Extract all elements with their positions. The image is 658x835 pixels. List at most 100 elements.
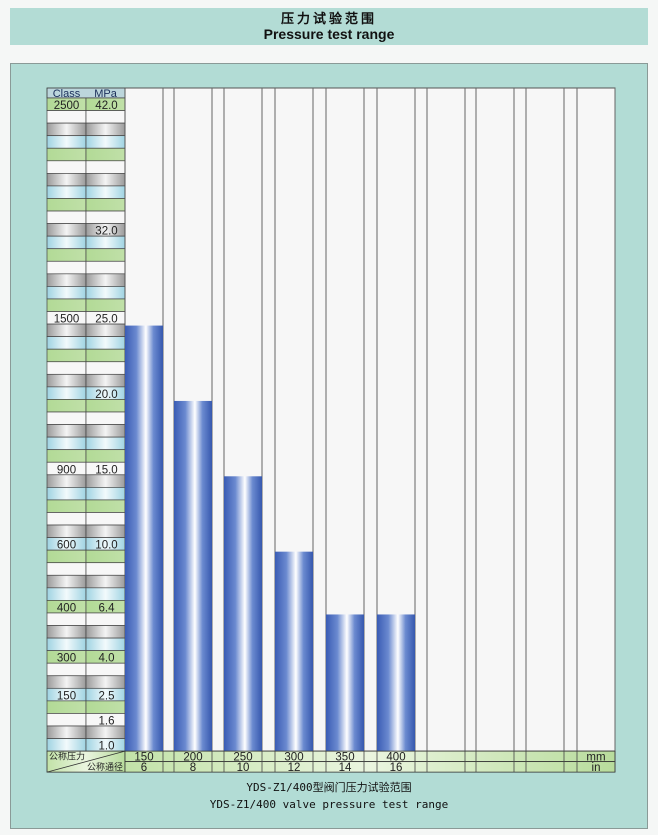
size-in-label: 6 [141,762,147,774]
scale-row-mpa [85,662,126,677]
scale-row-class [46,336,87,350]
size-in-label: 14 [339,762,352,774]
scale-row-mpa [85,725,126,739]
scale-row-class [46,524,87,538]
scale-row-class [46,675,87,689]
scale-row-mpa [85,260,126,275]
scale-row-class [46,348,87,363]
scale-row-mpa [85,512,126,526]
title-english: Pressure test range [263,26,395,42]
nominal-diameter-label: 公称通径 [87,761,123,772]
class-label: 1500 [54,314,80,326]
size-mm-label: 350 [335,752,354,764]
scale-row-mpa [85,474,126,488]
scale-row-class [46,185,87,199]
scale-row-class [46,248,87,262]
scale-row-mpa [85,248,126,262]
scale-row-class [46,499,87,513]
scale-row-class [46,474,87,488]
scale-row-mpa [85,700,126,714]
scale-row-mpa [85,562,126,576]
mpa-label: 25.0 [95,314,117,326]
scale-row-mpa [85,198,126,212]
scale-row-class [46,135,87,149]
scale-row-class [46,549,87,564]
scale-row-mpa [85,612,126,626]
chart-caption-en: YDS-Z1/400 valve pressure test range [209,798,449,811]
footer-diagonal [46,750,126,773]
scale-row-class [46,562,87,576]
class-label: 150 [57,690,76,702]
class-label: 600 [57,540,76,552]
mpa-label: 42.0 [95,100,117,112]
size-in-label: in [592,762,601,774]
bar-400 [377,614,415,752]
scale-row-class [46,487,87,501]
scale-row-class [46,436,87,451]
size-in-label: 8 [190,762,196,774]
scale-row-class [46,725,87,739]
scale-row-class [46,700,87,714]
scale-row-mpa [85,298,126,312]
scale-row-mpa [85,625,126,639]
scale-row-class [46,713,87,727]
scale-row-class [46,210,87,224]
scale-row-class [46,323,87,337]
size-mm-label: 250 [233,752,252,764]
scale-row-class [46,637,87,651]
scale-row-class [46,160,87,174]
scale-row-mpa [85,336,126,350]
bar-200 [174,400,212,752]
scale-row-mpa [85,449,126,463]
mpa-label: 20.0 [95,389,117,401]
scale-row-class [46,625,87,639]
scale-row-class [46,612,87,626]
mpa-label: 2.5 [99,690,115,702]
size-mm-label: 300 [284,752,303,764]
scale-row-class [46,286,87,300]
size-mm-label: 150 [134,752,153,764]
mpa-label: 6.4 [99,602,116,614]
scale-row-class [46,738,87,752]
bar-300 [275,551,313,752]
scale-row-mpa [85,235,126,250]
scale-row-class [46,424,87,438]
scale-row-class [46,411,87,425]
scale-row-mpa [85,373,126,388]
class-label: 900 [57,464,76,476]
class-label: 400 [57,602,76,614]
scale-row-class [46,298,87,312]
scale-row-mpa [85,185,126,199]
chart-caption-cn: YDS-Z1/400型阀门压力试验范围 [246,781,412,794]
scale-row-class [46,122,87,137]
mpa-label: 4.0 [99,653,115,665]
nominal-pressure-label: 公称压力 [49,751,85,762]
size-in-label: 10 [237,762,250,774]
scale-row-mpa [85,399,126,413]
bar-350 [326,614,364,752]
scale-row-mpa [85,135,126,149]
scale-row-class [46,273,87,287]
scale-row-class [46,512,87,526]
scale-row-mpa [85,574,126,589]
scale-row-class [46,173,87,187]
scale-row-mpa [85,411,126,425]
scale-row-mpa [85,436,126,451]
mpa-label: 10.0 [95,540,117,552]
scale-row-mpa [85,147,126,162]
scale-row-mpa [85,499,126,513]
scale-row-mpa [85,637,126,651]
scale-row-class [46,587,87,601]
scale-row-mpa [85,487,126,501]
size-in-label: 16 [390,762,403,774]
class-header: Class [53,88,81,100]
scale-row-class [46,574,87,589]
scale-row-mpa [85,524,126,538]
scale-row-mpa [85,160,126,174]
size-in-label: 12 [288,762,301,774]
scale-row-class [46,386,87,400]
size-mm-label: mm [586,752,605,764]
mpa-label: 32.0 [95,226,117,238]
scale-row-class [46,235,87,250]
